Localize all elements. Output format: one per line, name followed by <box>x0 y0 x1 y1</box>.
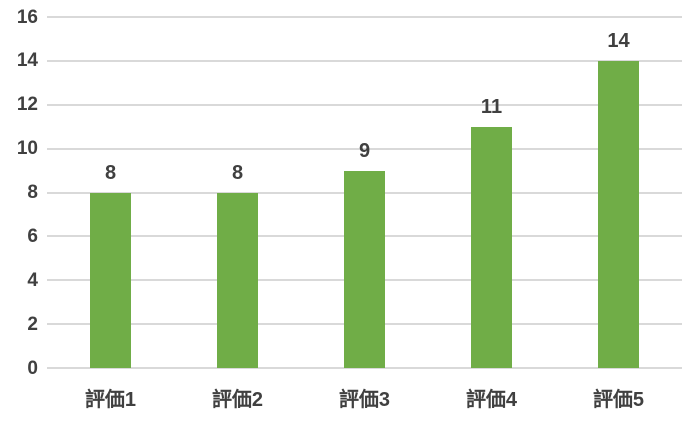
y-tick-label: 14 <box>16 50 38 72</box>
y-tick-label: 6 <box>27 225 38 247</box>
bar-2 <box>217 192 258 368</box>
x-tick-label: 評価4 <box>465 389 518 411</box>
x-tick-label: 評価1 <box>84 389 137 411</box>
bar-4 <box>471 126 512 368</box>
y-tick-label: 0 <box>27 357 38 379</box>
bar-1 <box>90 192 131 368</box>
bar-value-label: 8 <box>231 161 244 184</box>
bar-value-label: 9 <box>358 139 371 162</box>
gridline <box>47 59 682 62</box>
y-tick-label: 12 <box>16 94 38 116</box>
y-tick-label: 4 <box>27 269 38 291</box>
bar-3 <box>344 170 385 368</box>
gridline <box>47 367 682 369</box>
bar-5 <box>598 60 639 368</box>
x-tick-label: 評価3 <box>338 389 391 411</box>
bar-value-label: 14 <box>607 29 630 52</box>
gridline <box>47 147 682 150</box>
gridline <box>47 103 682 106</box>
x-tick-label: 評価2 <box>211 389 264 411</box>
y-tick-label: 16 <box>16 6 38 28</box>
x-tick-label: 評価5 <box>592 389 645 411</box>
y-tick-label: 8 <box>27 182 38 203</box>
bar-value-label: 8 <box>104 161 117 184</box>
y-tick-label: 10 <box>16 138 38 160</box>
gridline <box>47 16 682 18</box>
y-tick-label: 2 <box>27 313 38 335</box>
bar-value-label: 11 <box>480 95 503 118</box>
